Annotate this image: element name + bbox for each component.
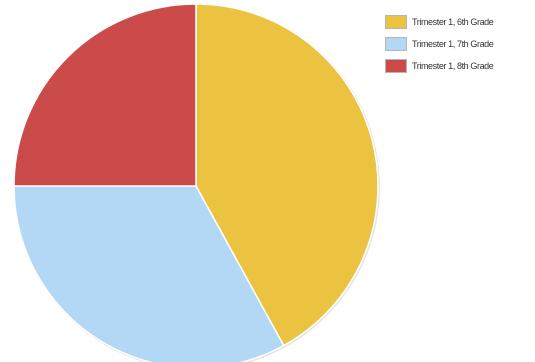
pie-slice-8th-grade[interactable]: [13, 3, 197, 187]
legend-item-8th-grade[interactable]: Trimester 1, 8th Grade: [385, 57, 494, 74]
legend-label-7th-grade: Trimester 1, 7th Grade: [412, 38, 494, 49]
legend-swatch-8th-grade: [385, 58, 407, 73]
pie-slice-7th-grade[interactable]: [13, 185, 285, 362]
legend: Trimester 1, 6th Grade Trimester 1, 7th …: [385, 13, 494, 79]
pie-slice-6th-grade[interactable]: [195, 3, 379, 347]
legend-label-6th-grade: Trimester 1, 6th Grade: [412, 16, 494, 27]
legend-item-7th-grade[interactable]: Trimester 1, 7th Grade: [385, 35, 494, 52]
legend-swatch-7th-grade: [385, 36, 407, 51]
legend-item-6th-grade[interactable]: Trimester 1, 6th Grade: [385, 13, 494, 30]
legend-label-8th-grade: Trimester 1, 8th Grade: [412, 60, 494, 71]
legend-swatch-6th-grade: [385, 14, 407, 29]
